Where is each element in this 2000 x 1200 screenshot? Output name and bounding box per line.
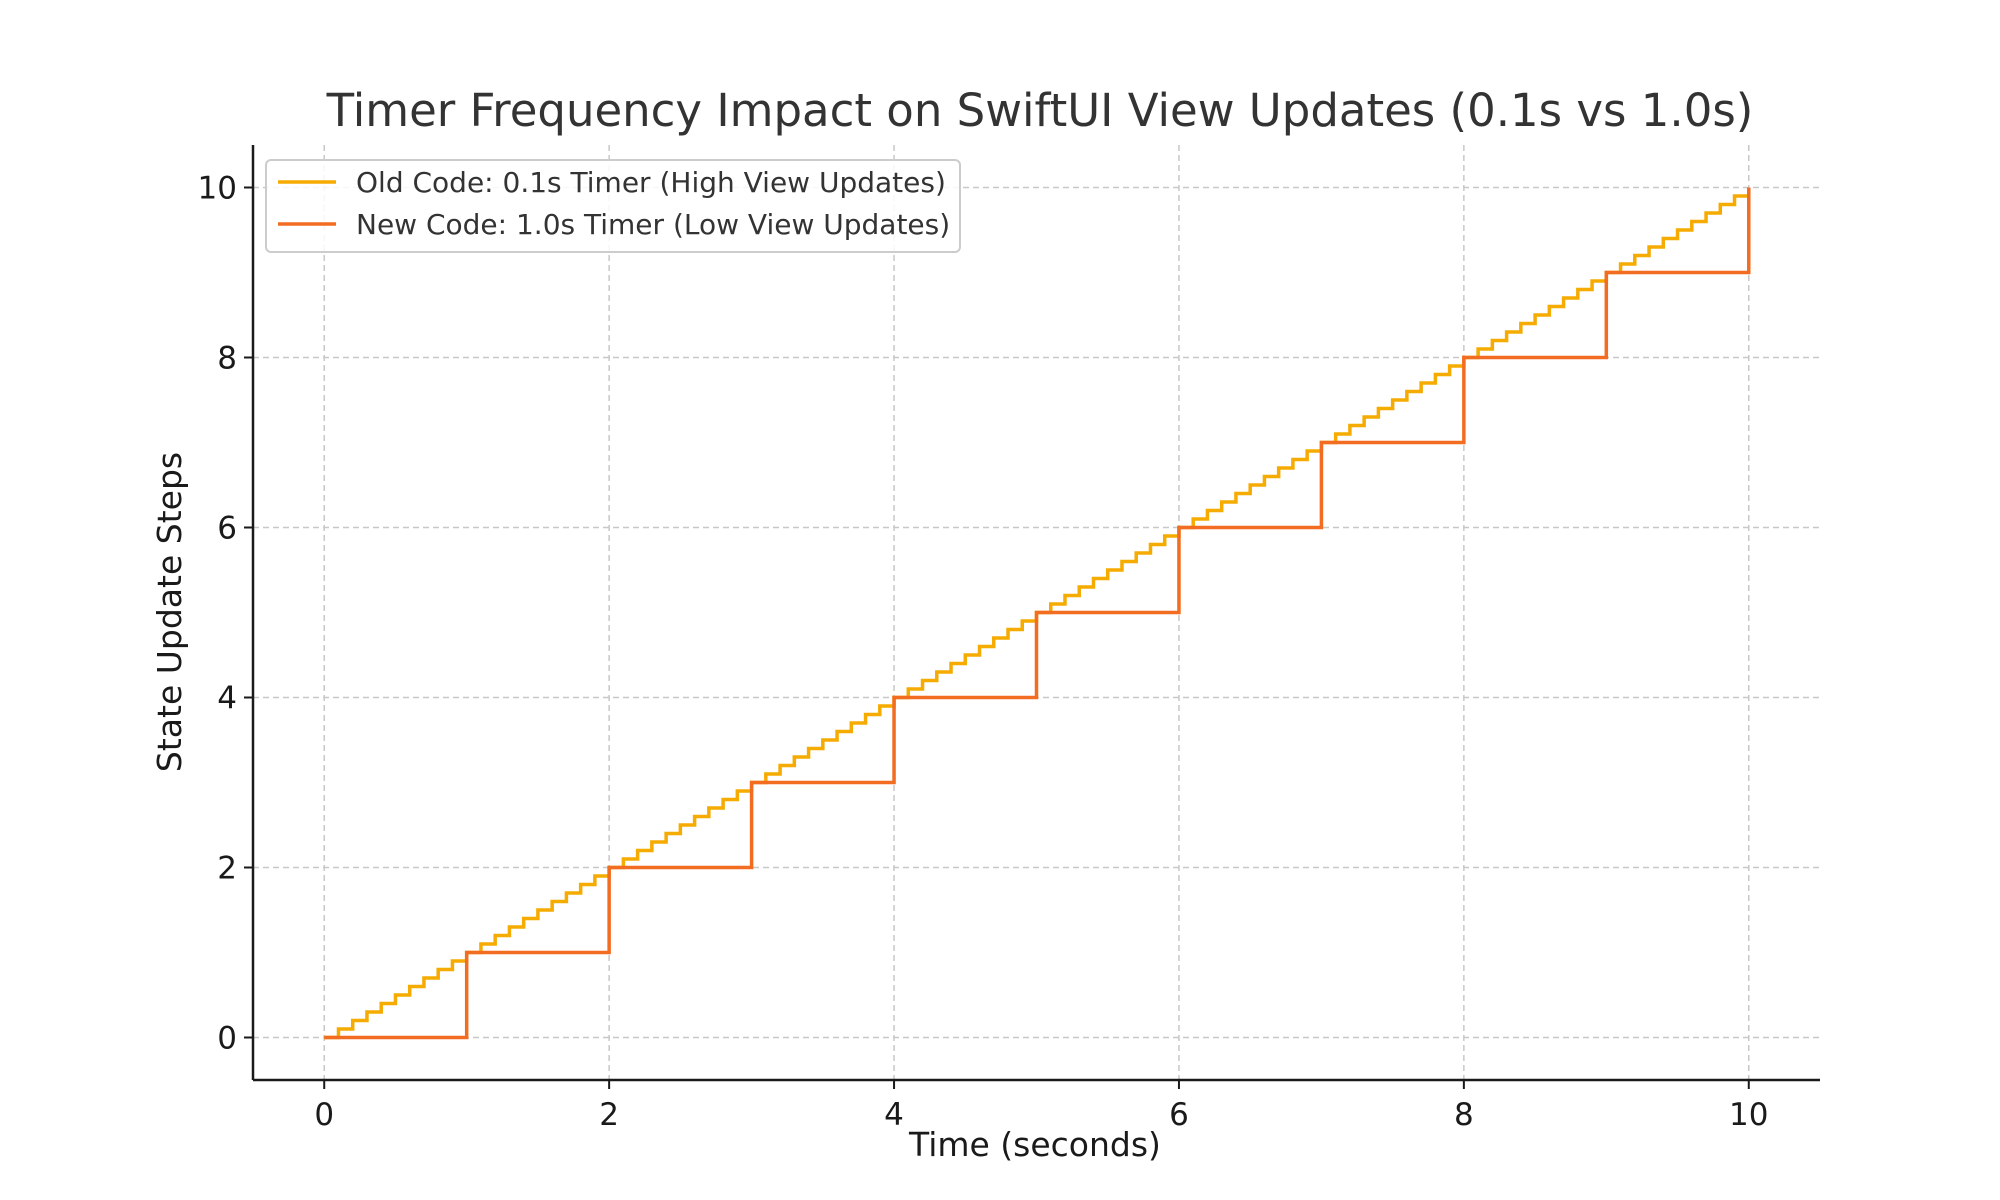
- y-tick-label: 8: [217, 341, 237, 377]
- legend: Old Code: 0.1s Timer (High View Updates)…: [265, 159, 961, 253]
- y-axis-label: State Update Steps: [150, 452, 189, 772]
- x-tick-label: 10: [1729, 1097, 1768, 1133]
- axes: [251, 145, 1820, 1082]
- x-ticks: 0 2 4 6 8 10: [314, 1080, 1768, 1133]
- x-tick-label: 0: [314, 1097, 334, 1133]
- x-tick-label: 6: [1169, 1097, 1189, 1133]
- y-tick-label: 6: [217, 511, 237, 547]
- legend-label-new-code: New Code: 1.0s Timer (Low View Updates): [356, 208, 950, 241]
- y-tick-label: 10: [198, 171, 237, 207]
- x-tick-label: 4: [884, 1097, 904, 1133]
- x-tick-label: 2: [599, 1097, 619, 1133]
- x-axis-label: Time (seconds): [908, 1125, 1161, 1164]
- y-tick-label: 2: [217, 851, 237, 887]
- x-tick-label: 8: [1454, 1097, 1474, 1133]
- legend-label-old-code: Old Code: 0.1s Timer (High View Updates): [356, 166, 946, 199]
- series-line-new-code: [324, 187, 1751, 1040]
- plot-area: [324, 187, 1751, 1040]
- legend-box: [265, 159, 961, 253]
- chart-title: Timer Frequency Impact on SwiftUI View U…: [326, 84, 1754, 137]
- y-tick-label: 0: [217, 1021, 237, 1057]
- y-ticks: 0 2 4 6 8 10: [198, 171, 253, 1057]
- y-tick-label: 4: [217, 681, 237, 717]
